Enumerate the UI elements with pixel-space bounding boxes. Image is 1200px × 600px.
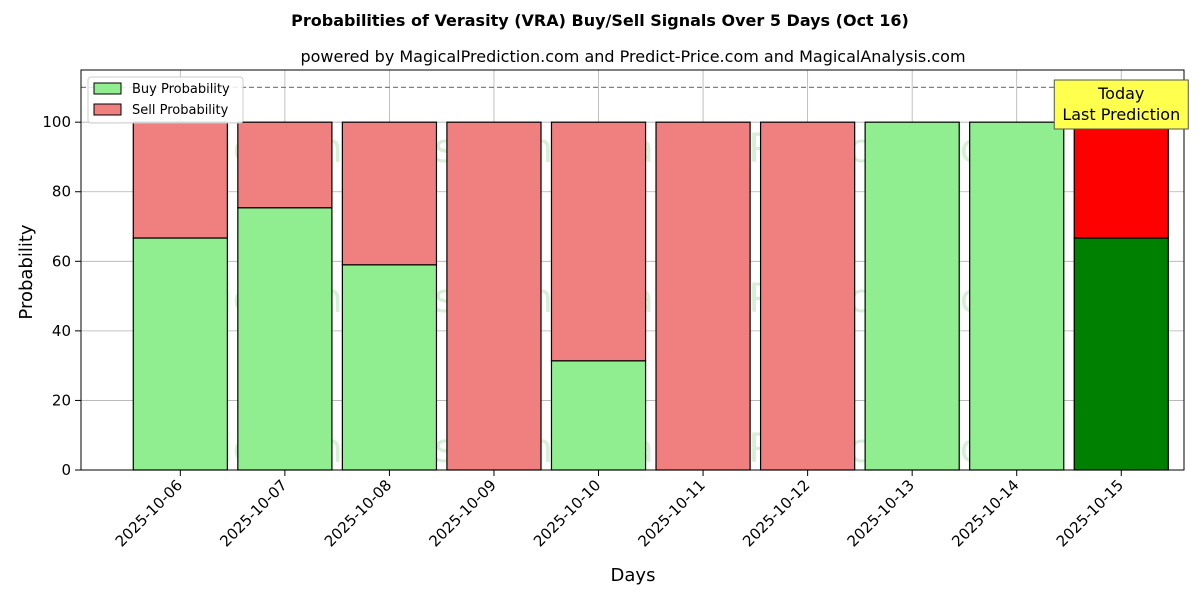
bar-sell-2025-10-09 xyxy=(446,121,542,471)
legend-label-0: Buy Probability xyxy=(132,82,230,97)
y-tick-label: 80 xyxy=(52,183,71,201)
annotation-line-0: Today xyxy=(1097,84,1144,103)
bar-sell-2025-10-10 xyxy=(550,121,647,362)
legend: Buy Probability Sell Probability xyxy=(87,76,244,124)
bar-buy-2025-10-06 xyxy=(132,237,228,471)
bars xyxy=(132,121,1169,471)
bar-buy-2025-10-08 xyxy=(341,264,438,471)
x-tick-label: 2025-10-14 xyxy=(948,476,1022,550)
x-tick-label: 2025-10-11 xyxy=(635,476,709,550)
bar-buy-2025-10-15 xyxy=(1073,237,1169,471)
bar-buy-2025-10-07 xyxy=(237,207,333,471)
y-tick-label: 20 xyxy=(52,391,71,409)
x-tick-label: 2025-10-08 xyxy=(321,476,395,550)
x-tick-label: 2025-10-12 xyxy=(739,476,813,550)
bar-sell-2025-10-11 xyxy=(655,121,751,471)
x-tick-label: 2025-10-10 xyxy=(530,476,604,550)
bar-buy-2025-10-13 xyxy=(864,121,960,471)
plot-area-frame xyxy=(80,69,1185,471)
today-annotation: Today Last Prediction xyxy=(1053,79,1189,130)
chart-subtitle: powered by MagicalPrediction.com and Pre… xyxy=(300,47,965,66)
bar-buy-2025-10-14 xyxy=(969,121,1065,471)
y-tick-label: 60 xyxy=(52,252,71,270)
bar-sell-2025-10-12 xyxy=(759,121,856,471)
x-tick-label: 2025-10-07 xyxy=(216,476,290,550)
chart-title: Probabilities of Verasity (VRA) Buy/Sell… xyxy=(291,11,909,30)
bar-sell-2025-10-08 xyxy=(341,121,438,266)
y-axis-label: Probability xyxy=(16,224,37,319)
bar-buy-2025-10-10 xyxy=(550,360,647,471)
x-tick-label: 2025-10-06 xyxy=(112,476,186,550)
legend-swatch-0 xyxy=(93,82,122,95)
x-tick-label: 2025-10-15 xyxy=(1053,476,1127,550)
x-tick-label: 2025-10-09 xyxy=(425,476,499,550)
y-tick-label: 40 xyxy=(52,322,71,340)
annotation-box xyxy=(1053,79,1189,130)
legend-box xyxy=(87,76,244,124)
bar-sell-2025-10-06 xyxy=(132,121,228,239)
x-tick-label: 2025-10-13 xyxy=(844,476,918,550)
x-axis-label: Days xyxy=(611,565,656,586)
bar-sell-2025-10-07 xyxy=(237,121,333,209)
legend-label-1: Sell Probability xyxy=(132,103,229,118)
annotation-line-1: Last Prediction xyxy=(1062,105,1180,124)
legend-swatch-1 xyxy=(93,103,122,116)
y-tick-label: 100 xyxy=(42,113,71,131)
y-tick-label: 0 xyxy=(61,461,71,479)
bar-sell-2025-10-15 xyxy=(1073,121,1169,239)
